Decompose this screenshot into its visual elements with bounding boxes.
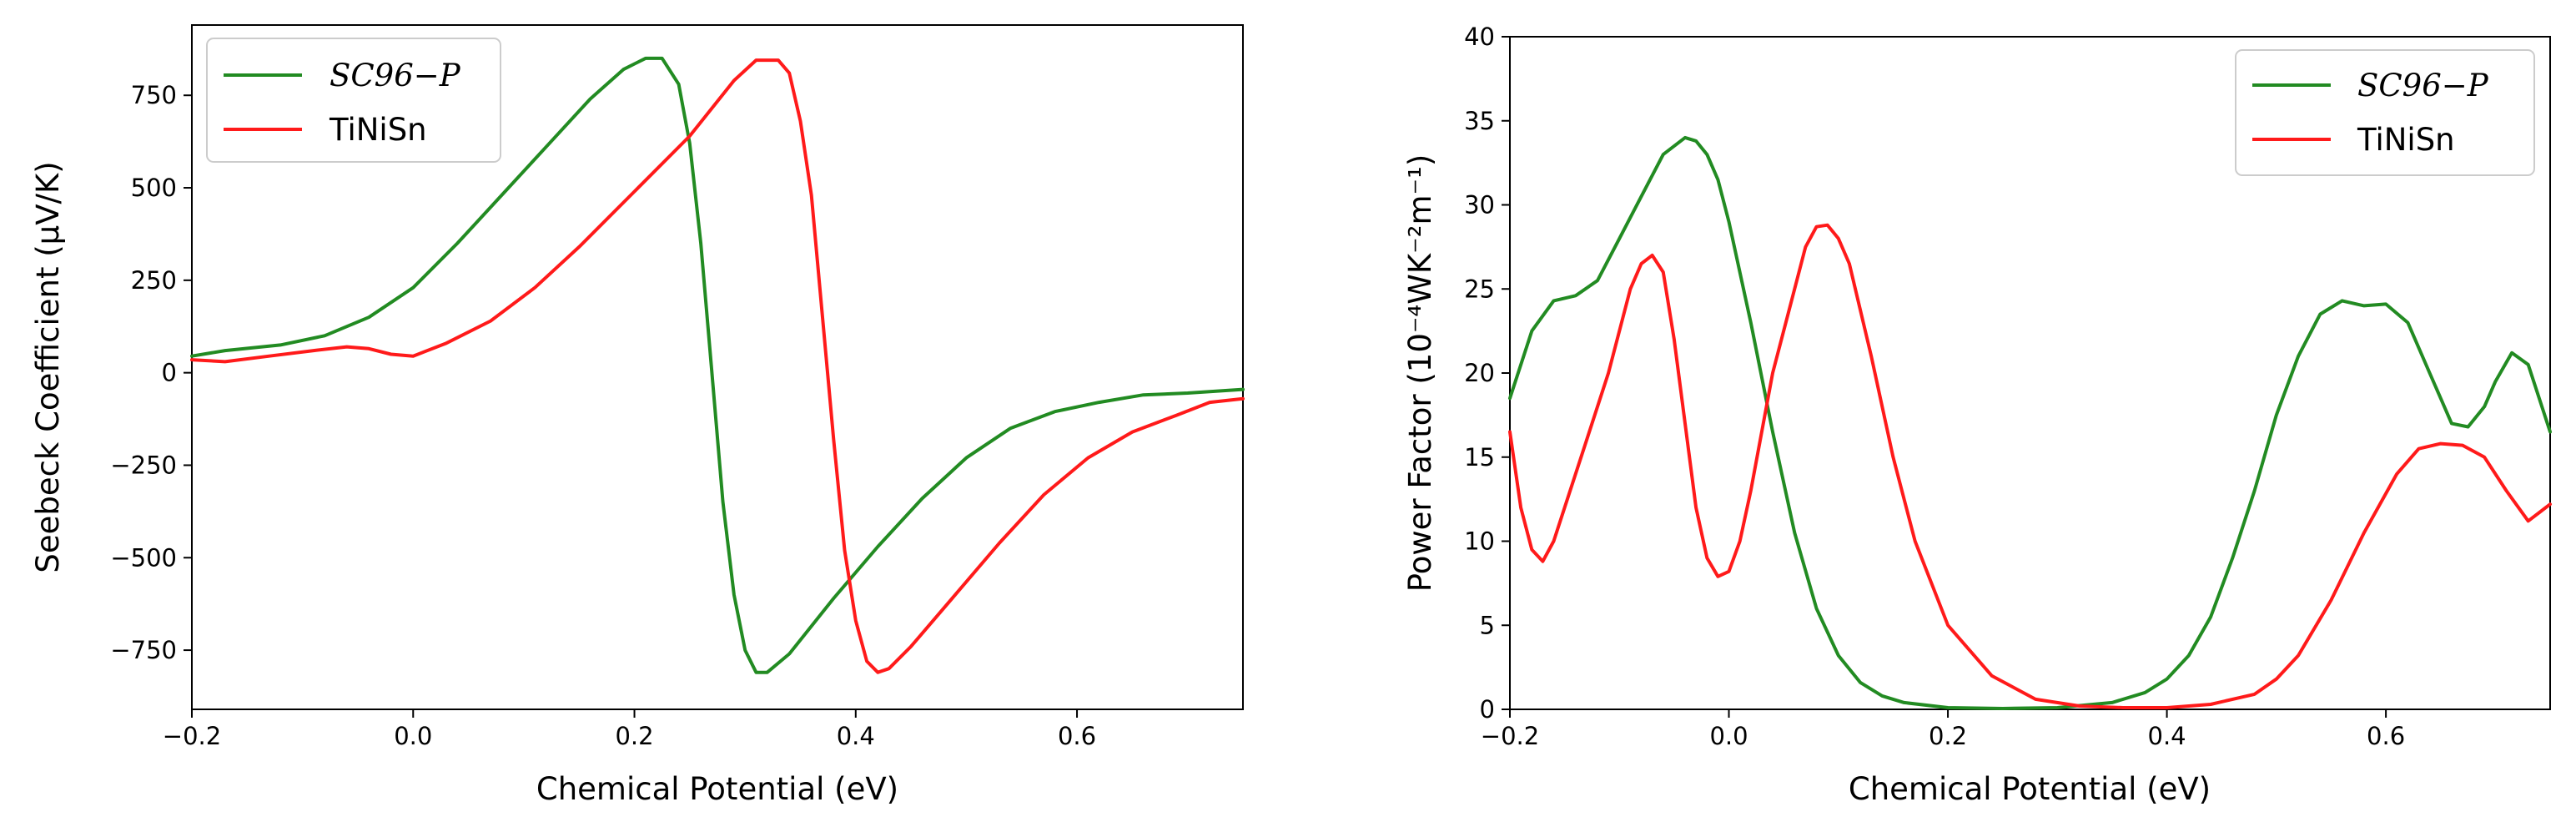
power-factor-y-tick-label: 35 — [1464, 107, 1495, 135]
power-factor-series-tinisn-line — [1508, 223, 2552, 709]
seebeck-series-tinisn-line — [190, 58, 1245, 674]
seebeck-y-tick-label: −750 — [110, 636, 177, 664]
power-factor-y-tick-label: 20 — [1464, 359, 1495, 387]
seebeck-x-tick-label: 0.6 — [1058, 722, 1096, 750]
seebeck-x-tick-label: 0.0 — [394, 722, 432, 750]
power-factor-y-tick-label: 5 — [1480, 611, 1495, 639]
power-factor-chart: −0.2 0.0 0.2 0.4 0.6 0 5 10 15 20 25 30 35 40 Chemica… — [1402, 23, 2552, 807]
seebeck-y-tick-label: −500 — [110, 543, 177, 572]
legend-label-tinisn: TiNiSn — [329, 112, 427, 148]
seebeck-x-axis-label: Chemical Potential (eV) — [536, 771, 898, 807]
legend-label-tinisn: TiNiSn — [2357, 122, 2455, 158]
power-factor-y-tick-label: 25 — [1464, 275, 1495, 303]
power-factor-legend: SC96−P TiNiSn — [2235, 49, 2535, 176]
power-factor-ticks: −0.2 0.0 0.2 0.4 0.6 0 5 10 15 20 25 30 35 40 — [1464, 23, 2405, 750]
power-factor-x-tick-label: −0.2 — [1481, 722, 1539, 750]
power-factor-y-tick-label: 0 — [1480, 695, 1495, 724]
seebeck-series-sc96p-line — [190, 56, 1245, 674]
power-factor-series-sc96p-line — [1508, 135, 2552, 710]
seebeck-x-tick-label: 0.2 — [615, 722, 653, 750]
power-factor-x-tick-label: 0.0 — [1709, 722, 1748, 750]
power-factor-x-tick-label: 0.2 — [1929, 722, 1967, 750]
power-factor-y-tick-label: 30 — [1464, 191, 1495, 219]
power-factor-y-tick-label: 10 — [1464, 527, 1495, 556]
power-factor-x-tick-label: 0.6 — [2367, 722, 2405, 750]
power-factor-lines — [1508, 135, 2552, 710]
plot-area-frame — [191, 24, 1244, 710]
seebeck-y-axis-label: Seebeck Coefficient (μV/K) — [30, 161, 66, 572]
power-factor-y-axis-label: Power Factor (10⁻⁴WK⁻²m⁻¹) — [1402, 154, 1438, 593]
legend-label-sc96p: SC96−P — [2357, 68, 2489, 103]
seebeck-y-tick-label: 500 — [131, 174, 177, 202]
seebeck-ticks: −0.2 0.0 0.2 0.4 0.6 −750 −500 −250 0 250 500 750 — [110, 81, 1096, 750]
legend-label-sc96p: SC96−P — [330, 58, 461, 93]
seebeck-lines — [190, 56, 1245, 674]
seebeck-y-tick-label: 750 — [131, 81, 177, 109]
seebeck-chart: −0.2 0.0 0.2 0.4 0.6 −750 −500 −250 0 250 500 750 C… — [30, 24, 1245, 807]
seebeck-y-tick-label: 0 — [162, 359, 177, 387]
power-factor-y-tick-label: 40 — [1464, 23, 1495, 51]
legend-frame — [2235, 49, 2535, 176]
seebeck-y-tick-label: 250 — [131, 266, 177, 295]
power-factor-x-tick-label: 0.4 — [2148, 722, 2186, 750]
power-factor-x-axis-label: Chemical Potential (eV) — [1849, 771, 2211, 807]
seebeck-x-tick-label: 0.4 — [837, 722, 875, 750]
seebeck-y-tick-label: −250 — [110, 451, 177, 479]
power-factor-y-tick-label: 15 — [1464, 443, 1495, 472]
seebeck-legend: SC96−P TiNiSn — [206, 38, 501, 163]
seebeck-x-tick-label: −0.2 — [163, 722, 221, 750]
